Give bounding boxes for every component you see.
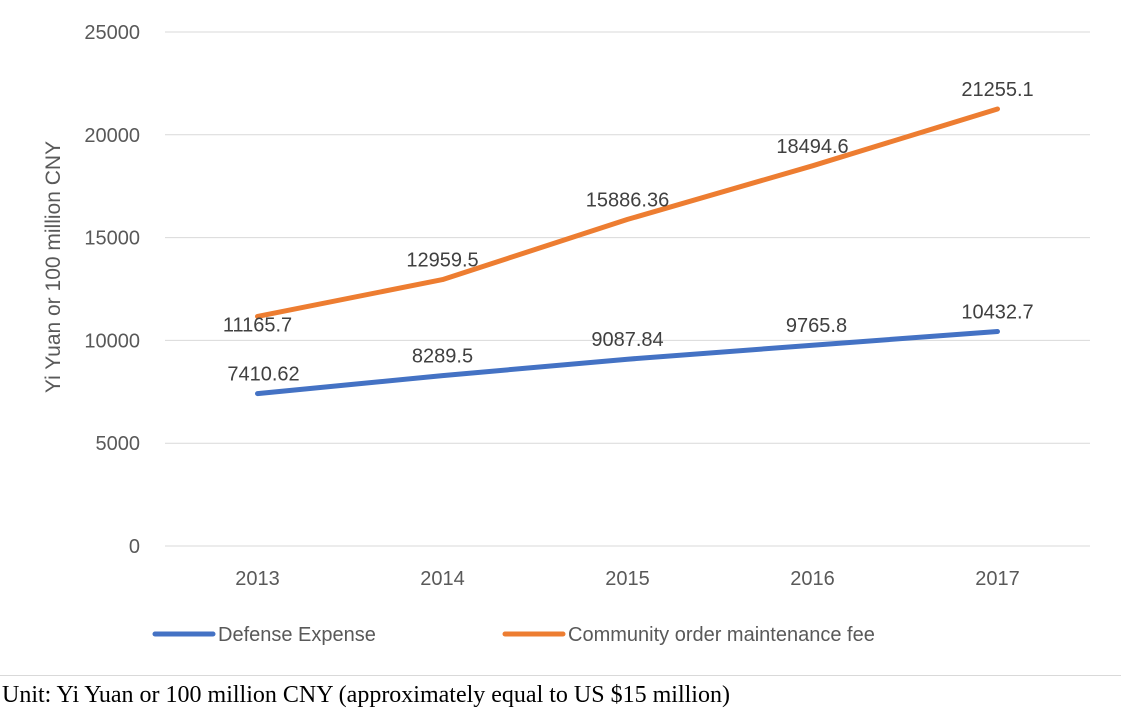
y-tick-label: 15000 [84,228,140,250]
data-label: 10432.7 [961,302,1033,324]
data-label: 9765.8 [786,315,847,337]
series [255,106,1000,397]
gridlines [165,31,1090,547]
data-label: 18494.6 [776,136,848,158]
chart-caption: Unit: Yi Yuan or 100 million CNY (approx… [2,682,730,708]
x-tick-label: 2014 [420,568,465,590]
data-labels: 7410.62 8289.5 9087.84 9765.8 10432.7 11165.7… [223,79,1034,386]
x-axis-ticks: 2013 2014 2015 2016 2017 [235,568,1020,590]
data-label: 12959.5 [406,250,478,272]
x-tick-label: 2016 [790,568,835,590]
x-tick-label: 2017 [975,568,1020,590]
data-label: 7410.62 [227,364,299,386]
legend: Defense Expense Community order maintenan… [152,624,875,646]
data-label: 11165.7 [223,314,292,336]
legend-label: Defense Expense [218,624,376,646]
y-tick-label: 10000 [84,330,140,352]
y-tick-label: 5000 [96,433,141,455]
y-tick-label: 0 [129,536,140,558]
series-line-1 [255,106,1000,319]
data-label: 15886.36 [586,189,669,211]
y-axis-title: Yi Yuan or 100 million CNY [42,141,65,393]
y-tick-label: 25000 [84,22,140,44]
y-tick-label: 20000 [84,125,140,147]
x-tick-label: 2015 [605,568,650,590]
chart-frame: 0 5000 10000 15000 20000 25000 2013 2014 2015 20… [0,22,1121,676]
y-axis-ticks: 0 5000 10000 15000 20000 25000 [84,22,140,558]
x-tick-label: 2013 [235,568,280,590]
data-label: 9087.84 [591,329,663,351]
legend-label: Community order maintenance fee [568,624,875,646]
data-label: 8289.5 [412,346,473,368]
series-line-0 [255,329,1000,397]
data-label: 21255.1 [961,79,1033,101]
